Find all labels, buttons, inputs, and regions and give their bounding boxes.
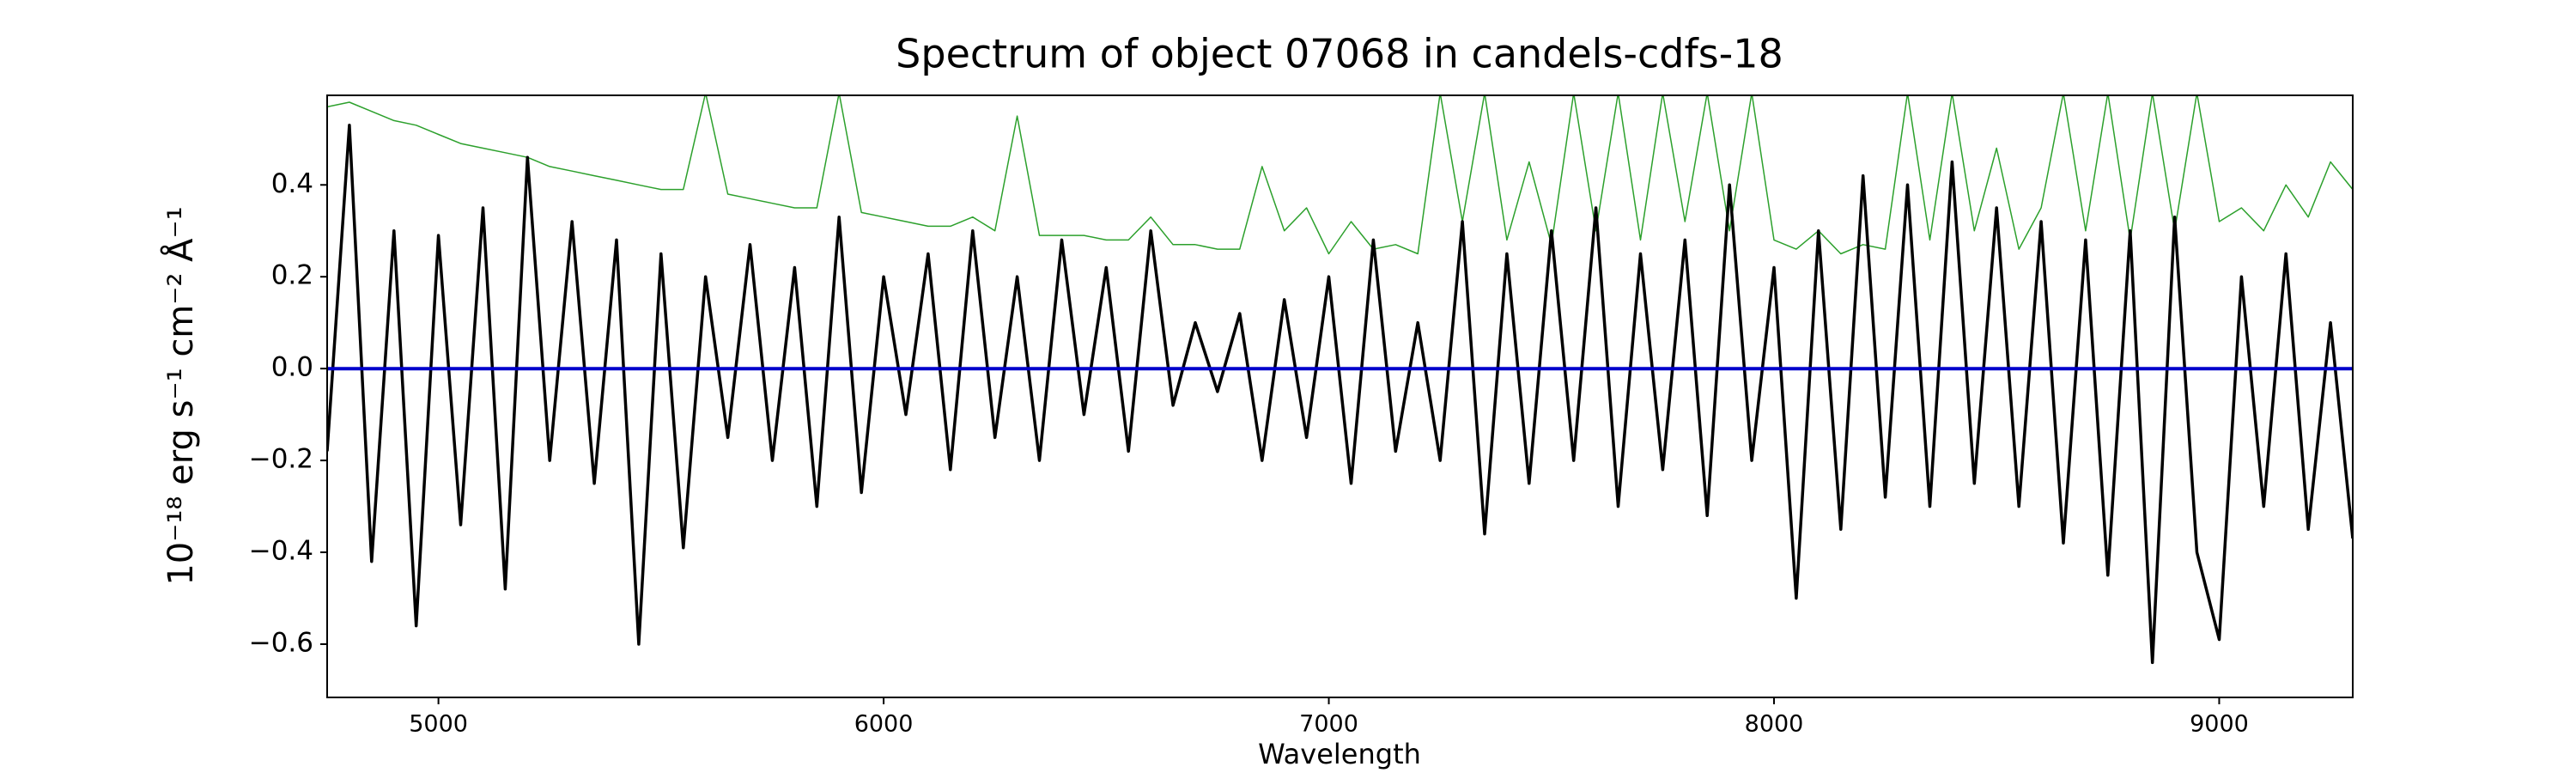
spectrum-line — [327, 95, 2353, 255]
y-tick-label: 0.0 — [271, 352, 313, 383]
y-tick-label: −0.2 — [249, 444, 313, 475]
x-tick-label: 7000 — [1299, 711, 1358, 738]
x-axis-label: Wavelength — [1258, 738, 1421, 770]
chart-title: Spectrum of object 07068 in candels-cdfs… — [896, 31, 1783, 77]
spectrum-line — [327, 124, 2353, 665]
x-tick-label: 8000 — [1745, 711, 1804, 738]
y-tick-label: 0.4 — [271, 168, 313, 199]
y-tick-label: 0.2 — [271, 260, 313, 291]
y-tick-label: −0.4 — [249, 536, 313, 567]
axes-frame — [326, 94, 2354, 698]
y-tick-label: −0.6 — [249, 627, 313, 658]
x-tick-label: 5000 — [409, 711, 468, 738]
y-axis-label: 10⁻¹⁸ erg s⁻¹ cm⁻² Å⁻¹ — [160, 206, 201, 585]
x-tick-label: 9000 — [2190, 711, 2249, 738]
x-tick-label: 6000 — [854, 711, 914, 738]
plot-area — [327, 95, 2353, 665]
